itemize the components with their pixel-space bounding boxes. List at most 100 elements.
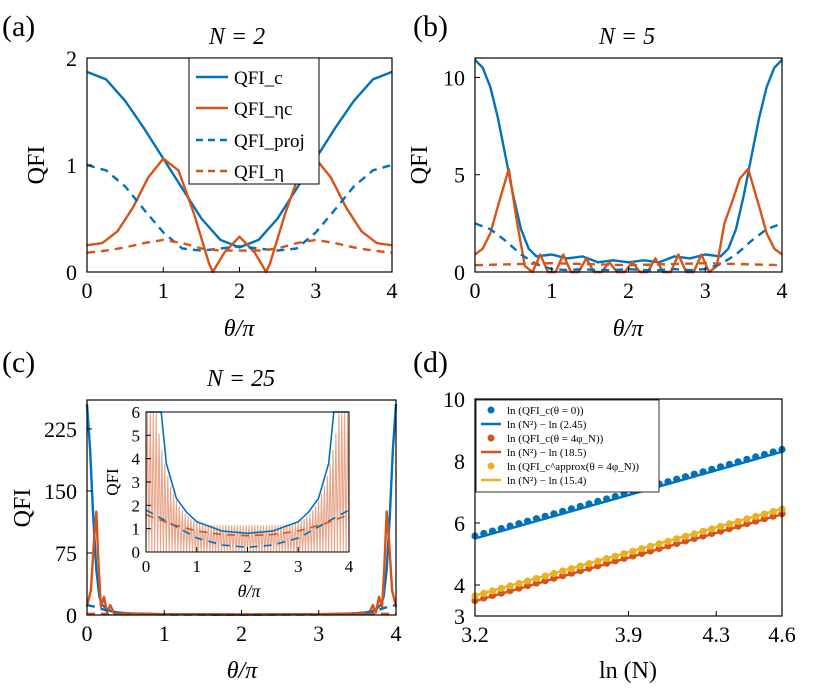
y-tick-label: 75 [55, 541, 77, 566]
series-qfi-c [86, 157, 393, 274]
y-tick-label: 6 [132, 403, 141, 422]
x-tick-label: 1 [193, 557, 202, 576]
x-tick-label: 3.2 [461, 622, 489, 647]
x-tick-label: 1 [546, 278, 557, 303]
panel-d-xlabel: ln (N) [599, 658, 657, 684]
x-tick-label: 1 [159, 621, 170, 646]
panel-b-ticks: 0 1 2 3 4 0 5 10 [443, 65, 788, 303]
legend-entry-2: ln (N²) − ln (2.45) [507, 419, 587, 431]
panel-b-label: (b) [413, 10, 448, 43]
legend-entry-qfi-proj: QFI_proj [234, 131, 305, 152]
panel-c-ylabel: QFI [10, 489, 36, 528]
series-qfi- [474, 262, 783, 267]
panel-a-ylabel: QFI [24, 146, 50, 185]
x-tick-label: 2 [243, 557, 252, 576]
x-tick-label: 4 [777, 278, 788, 303]
panel-a-ticks: 0 1 2 3 4 0 1 2 [66, 46, 398, 303]
panel-b-ylabel: QFI [407, 146, 433, 185]
y-tick-label: 10 [443, 387, 465, 412]
panel-a-legend: QFI_c QFI_ηc QFI_proj QFI_η [188, 57, 320, 185]
legend-marker-orange-dots [487, 434, 495, 442]
y-tick-label: 0 [66, 260, 77, 285]
panel-a: (a) N = 2 0 1 2 3 4 0 1 2 QFI θ/π QFI_c QFI_ηc … [2, 10, 398, 342]
x-tick-label: 4 [391, 621, 402, 646]
x-tick-label: 1 [158, 278, 169, 303]
panel-d-plot-area [471, 445, 786, 605]
y-tick-label: 1 [66, 153, 77, 178]
y-tick-label: 0 [454, 260, 465, 285]
x-tick-label: 4.6 [768, 622, 796, 647]
x-tick-label: 3 [313, 621, 324, 646]
panel-d-label: (d) [413, 346, 448, 379]
series-qfi-c [474, 59, 783, 264]
y-tick-label: 8 [454, 449, 465, 474]
fit-line [474, 450, 783, 540]
panel-b-title: N = 5 [598, 24, 655, 50]
y-tick-label: 4 [132, 450, 141, 469]
fit-line [474, 513, 783, 603]
x-tick-label: 2 [236, 621, 247, 646]
panel-c-xlabel: θ/π [227, 658, 258, 684]
series-qfi- [86, 238, 393, 254]
legend-marker-yellow-dots [487, 462, 495, 470]
y-tick-label: 10 [443, 65, 465, 90]
series-qfi-c [146, 411, 349, 535]
y-tick-label: 4 [454, 573, 465, 598]
y-tick-label: 3 [132, 473, 141, 492]
panel-d-legend: ln (QFI_c(θ = 0)) ln (N²) − ln (2.45) ln… [475, 399, 660, 493]
x-tick-label: 4 [345, 557, 354, 576]
legend-entry-6: ln (N²) − ln (15.4) [507, 475, 587, 487]
x-tick-label: 2 [623, 278, 634, 303]
x-tick-label: 4 [387, 278, 398, 303]
series-qfi- [145, 513, 350, 537]
inset-xlabel: θ/π [238, 581, 262, 601]
series-qfi-proj [86, 163, 393, 252]
legend-entry-qfi-c: QFI_c [234, 68, 283, 89]
x-tick-label: 3 [310, 278, 321, 303]
legend-entry-5: ln (QFI_c^approx(θ = 4φ_N)) [507, 461, 639, 473]
panel-a-title: N = 2 [208, 24, 265, 50]
panel-a-label: (a) [2, 10, 35, 43]
panel-a-xlabel: θ/π [224, 316, 255, 342]
x-tick-label: 0 [470, 278, 481, 303]
panel-c-label: (c) [2, 346, 35, 379]
panel-d-ticks: 3.2 3.9 4.3 4.6 3 4 6 8 10 [443, 387, 796, 647]
y-tick-label: 225 [44, 417, 77, 442]
inset-ylabel: QFI [103, 468, 122, 496]
x-tick-label: 0 [82, 621, 93, 646]
inset-background [146, 412, 349, 552]
fit-line [474, 507, 783, 597]
x-tick-label: 0 [142, 557, 151, 576]
legend-marker-blue-dots [487, 406, 495, 414]
y-tick-label: 2 [66, 46, 77, 71]
y-tick-label: 2 [132, 496, 141, 515]
x-tick-label: 2 [234, 278, 245, 303]
y-tick-label: 5 [132, 426, 141, 445]
legend-entry-1: ln (QFI_c(θ = 0)) [507, 405, 584, 417]
legend-entry-qfi-eta: QFI_η [234, 162, 284, 183]
panel-c-title: N = 25 [206, 366, 275, 392]
x-tick-label: 3 [294, 557, 303, 576]
series-qfi-c [474, 167, 783, 274]
legend-box [188, 57, 320, 185]
panel-a-plot-area [86, 70, 393, 274]
x-tick-label: 4.3 [702, 622, 730, 647]
y-tick-label: 150 [44, 479, 77, 504]
panel-b: (b) N = 5 0 1 2 3 4 0 5 10 QFI θ/π [407, 10, 788, 342]
y-tick-label: 3 [454, 604, 465, 629]
x-tick-label: 3.9 [615, 622, 643, 647]
panel-d: (d) 3.2 3.9 4.3 4.6 3 4 6 8 10 ln (N) ln (QFI_c(… [413, 346, 796, 684]
x-tick-label: 3 [700, 278, 711, 303]
y-tick-label: 1 [132, 520, 141, 539]
panel-b-xlabel: θ/π [613, 316, 644, 342]
y-tick-label: 6 [454, 511, 465, 536]
legend-entry-3: ln (QFI_c(θ = 4φ_N)) [507, 433, 604, 445]
legend-entry-4: ln (N²) − ln (18.5) [507, 447, 587, 459]
legend-entry-qfi-etac: QFI_ηc [234, 99, 292, 120]
y-tick-label: 0 [66, 603, 77, 628]
legend-box [475, 399, 660, 493]
